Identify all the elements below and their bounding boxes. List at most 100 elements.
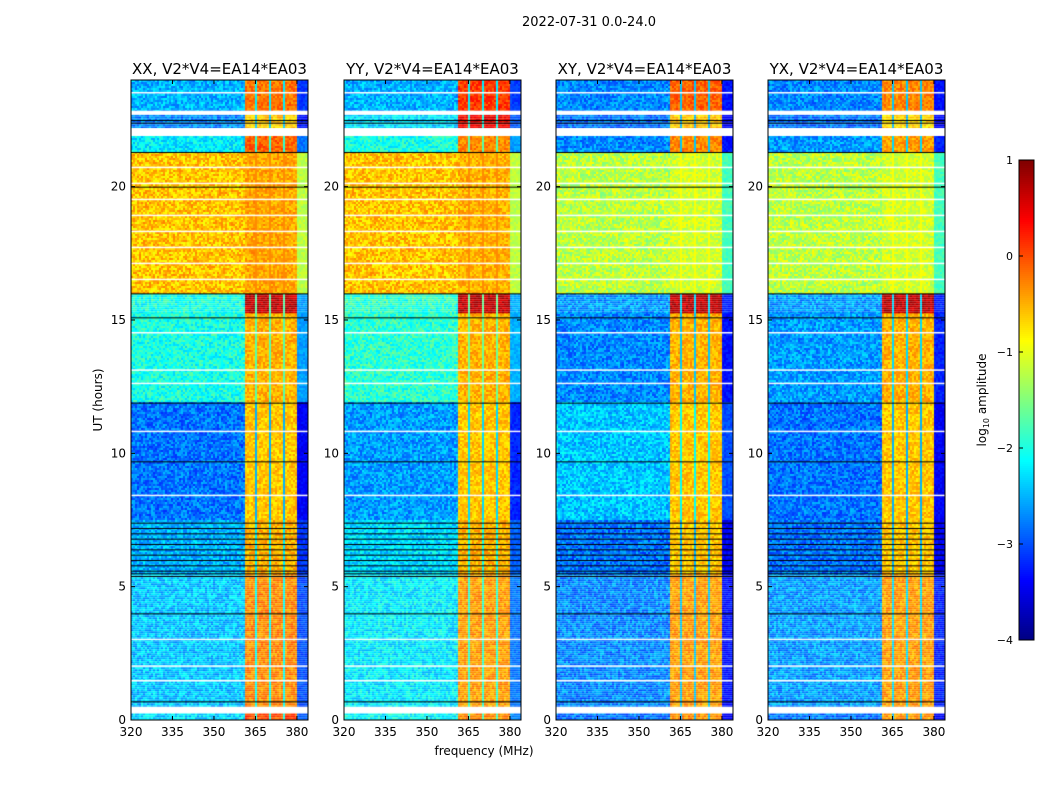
colorbar-step xyxy=(1019,540,1034,542)
colorbar-step xyxy=(1019,224,1034,226)
x-tick-label: 350 xyxy=(203,725,226,739)
panel-0: XX, V2*V4=EA14*EA03 320 335 350 365 380 0 5 10 15… xyxy=(111,60,309,739)
panel-frame xyxy=(555,79,734,721)
colorbar-step xyxy=(1019,482,1034,484)
colorbar-step xyxy=(1019,234,1034,236)
colorbar-step xyxy=(1019,300,1034,302)
x-tick-label: 380 xyxy=(710,725,733,739)
heatmap-panel-0 xyxy=(131,80,308,720)
y-tick-label: 0 xyxy=(543,713,551,727)
colorbar-step xyxy=(1019,204,1034,206)
colorbar-step xyxy=(1019,598,1034,600)
colorbar-step xyxy=(1019,602,1034,604)
colorbar-step xyxy=(1019,194,1034,196)
panel-frame xyxy=(767,79,946,721)
colorbar-step xyxy=(1019,412,1034,414)
colorbar-step xyxy=(1019,172,1034,174)
y-tick-label: 10 xyxy=(748,446,763,460)
colorbar-step xyxy=(1019,200,1034,202)
colorbar-step xyxy=(1019,290,1034,292)
y-tick-label: 20 xyxy=(111,180,126,194)
colorbar-step xyxy=(1019,528,1034,530)
colorbar-tick-label: −4 xyxy=(997,634,1013,647)
y-tick-label: 10 xyxy=(111,446,126,460)
colorbar-step xyxy=(1019,292,1034,294)
colorbar-step xyxy=(1019,550,1034,552)
colorbar-step xyxy=(1019,364,1034,366)
colorbar-step xyxy=(1019,268,1034,270)
colorbar-step xyxy=(1019,214,1034,216)
colorbar: 1 0 −1 −2 −3 −4 xyxy=(997,154,1035,647)
colorbar-tick-label: −1 xyxy=(997,346,1013,359)
colorbar-step xyxy=(1019,360,1034,362)
figure-title: 2022-07-31 0.0-24.0 xyxy=(522,15,656,30)
colorbar-step xyxy=(1019,226,1034,228)
colorbar-step xyxy=(1019,376,1034,378)
colorbar-step xyxy=(1019,484,1034,486)
colorbar-step xyxy=(1019,634,1034,636)
colorbar-step xyxy=(1019,546,1034,548)
colorbar-step xyxy=(1019,314,1034,316)
colorbar-step xyxy=(1019,562,1034,564)
colorbar-step xyxy=(1019,590,1034,592)
colorbar-step xyxy=(1019,464,1034,466)
colorbar-step xyxy=(1019,478,1034,480)
colorbar-step xyxy=(1019,220,1034,222)
colorbar-step xyxy=(1019,452,1034,454)
colorbar-step xyxy=(1019,480,1034,482)
colorbar-step xyxy=(1019,500,1034,502)
colorbar-step xyxy=(1019,276,1034,278)
colorbar-step xyxy=(1019,530,1034,532)
y-tick-label: 0 xyxy=(118,713,126,727)
colorbar-step xyxy=(1019,168,1034,170)
colorbar-step xyxy=(1019,302,1034,304)
colorbar-step xyxy=(1019,496,1034,498)
colorbar-step xyxy=(1019,348,1034,350)
colorbar-step xyxy=(1019,322,1034,324)
y-tick-label: 5 xyxy=(118,580,126,594)
colorbar-step xyxy=(1019,584,1034,586)
colorbar-step xyxy=(1019,564,1034,566)
colorbar-step xyxy=(1019,392,1034,394)
colorbar-step xyxy=(1019,384,1034,386)
colorbar-step xyxy=(1019,382,1034,384)
colorbar-step xyxy=(1019,208,1034,210)
colorbar-step xyxy=(1019,198,1034,200)
colorbar-step xyxy=(1019,604,1034,606)
colorbar-step xyxy=(1019,362,1034,364)
x-tick-label: 320 xyxy=(545,725,568,739)
colorbar-step xyxy=(1019,526,1034,528)
colorbar-step xyxy=(1019,222,1034,224)
colorbar-step xyxy=(1019,366,1034,368)
colorbar-step xyxy=(1019,190,1034,192)
x-tick-label: 365 xyxy=(669,725,692,739)
colorbar-step xyxy=(1019,326,1034,328)
colorbar-step xyxy=(1019,456,1034,458)
y-axis-label: UT (hours) xyxy=(91,368,105,431)
x-tick-label: 365 xyxy=(457,725,480,739)
colorbar-step xyxy=(1019,636,1034,638)
colorbar-step xyxy=(1019,574,1034,576)
colorbar-step xyxy=(1019,572,1034,574)
x-tick-label: 365 xyxy=(881,725,904,739)
colorbar-step xyxy=(1019,512,1034,514)
colorbar-label: log10 amplitude xyxy=(975,354,991,447)
colorbar-step xyxy=(1019,176,1034,178)
colorbar-step xyxy=(1019,274,1034,276)
colorbar-step xyxy=(1019,490,1034,492)
colorbar-step xyxy=(1019,202,1034,204)
colorbar-step xyxy=(1019,328,1034,330)
colorbar-step xyxy=(1019,238,1034,240)
colorbar-step xyxy=(1019,458,1034,460)
panel-frame xyxy=(130,79,309,721)
colorbar-step xyxy=(1019,620,1034,622)
colorbar-step xyxy=(1019,448,1034,450)
x-tick-label: 335 xyxy=(586,725,609,739)
colorbar-step xyxy=(1019,372,1034,374)
x-tick-label: 320 xyxy=(120,725,143,739)
colorbar-step xyxy=(1019,252,1034,254)
x-axis-label: frequency (MHz) xyxy=(434,744,533,758)
y-tick-label: 0 xyxy=(755,713,763,727)
